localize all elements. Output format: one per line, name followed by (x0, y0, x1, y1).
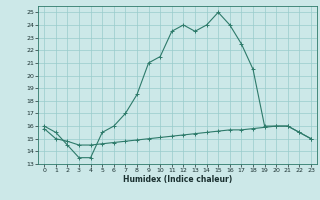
X-axis label: Humidex (Indice chaleur): Humidex (Indice chaleur) (123, 175, 232, 184)
